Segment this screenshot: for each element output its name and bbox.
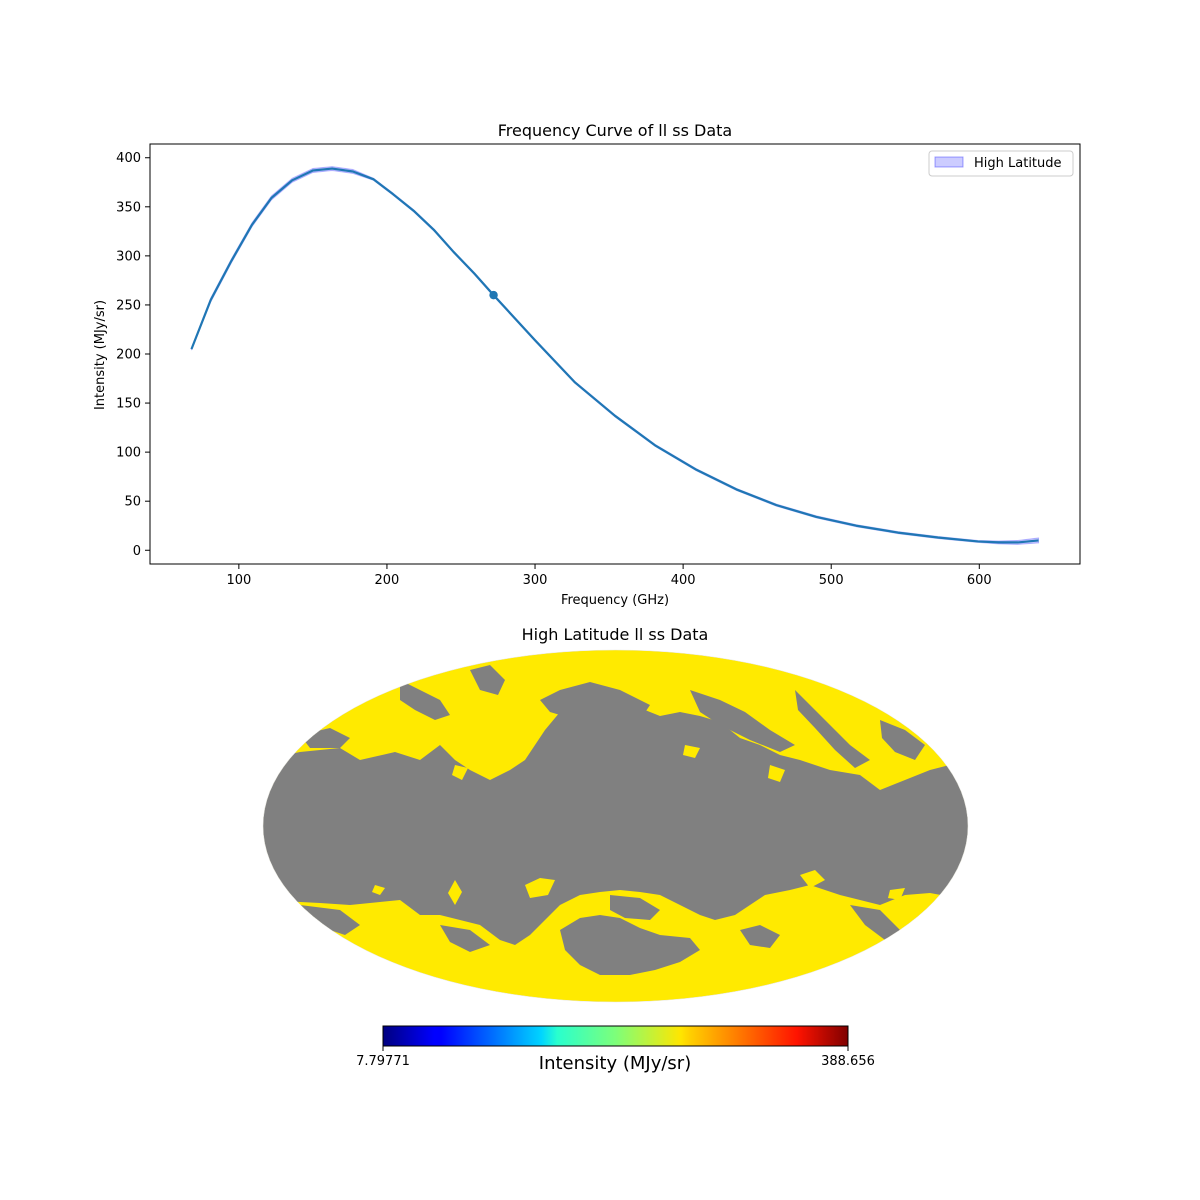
y-tick-label: 150 xyxy=(116,397,141,412)
data-region xyxy=(448,880,462,905)
y-tick-label: 350 xyxy=(116,200,141,215)
y-tick-label: 200 xyxy=(116,348,141,363)
sky-map xyxy=(263,650,968,1002)
confidence-band xyxy=(190,166,1040,545)
legend-box xyxy=(928,150,1074,177)
y-tick-label: 300 xyxy=(116,249,141,264)
x-tick-label: 400 xyxy=(671,573,696,588)
data-region xyxy=(888,888,905,900)
x-tick-label: 600 xyxy=(967,573,992,588)
chart-title: Frequency Curve of ll ss Data xyxy=(498,121,732,140)
colorbar-label: Intensity (MJy/sr) xyxy=(539,1053,691,1074)
masked-region xyxy=(740,925,780,948)
plot-frame xyxy=(149,143,1081,565)
frequency-curve-chart: Frequency Curve of ll ss Data 100 200 300 4… xyxy=(93,121,1081,608)
data-region xyxy=(525,878,555,898)
masked-region xyxy=(540,682,650,722)
x-tick-label: 200 xyxy=(375,573,400,588)
data-region xyxy=(372,885,385,895)
map-title: High Latitude ll ss Data xyxy=(522,625,709,644)
data-region xyxy=(768,765,785,782)
masked-region xyxy=(400,680,450,720)
plot-area xyxy=(190,166,1040,545)
data-region xyxy=(452,765,468,780)
legend-swatch xyxy=(934,156,964,168)
y-tick-label: 50 xyxy=(124,495,141,510)
data-region xyxy=(683,745,700,758)
masked-region xyxy=(470,665,505,695)
series-line xyxy=(190,167,1039,544)
masked-region xyxy=(610,895,660,920)
legend-label: High Latitude xyxy=(974,156,1062,171)
masked-region xyxy=(880,720,925,760)
masked-region xyxy=(263,690,968,945)
masked-region xyxy=(690,690,795,752)
y-tick-label: 100 xyxy=(116,446,141,461)
data-region xyxy=(800,870,825,888)
x-axis: 100 200 300 400 500 600 xyxy=(226,564,992,588)
colorbar-gradient xyxy=(382,1025,849,1047)
colorbar-max-label: 388.656 xyxy=(821,1054,875,1069)
y-tick-label: 400 xyxy=(116,151,141,166)
y-axis: 0 50 100 150 200 250 300 350 400 xyxy=(116,151,150,559)
colorbar-min-label: 7.79771 xyxy=(356,1054,410,1069)
map-outline xyxy=(262,649,969,1003)
y-axis-label: Intensity (MJy/sr) xyxy=(93,300,108,410)
masked-region xyxy=(300,905,360,935)
masked-region xyxy=(440,925,490,952)
masked-region xyxy=(560,915,700,975)
x-tick-label: 300 xyxy=(523,573,548,588)
colorbar: 7.79771 388.656 Intensity (MJy/sr) xyxy=(356,1025,875,1074)
x-tick-label: 500 xyxy=(819,573,844,588)
y-tick-label: 0 xyxy=(133,544,141,559)
x-tick-label: 100 xyxy=(226,573,251,588)
mollweide-map: High Latitude ll ss Data xyxy=(262,625,969,1003)
masked-region xyxy=(795,690,870,768)
legend: High Latitude xyxy=(928,150,1074,177)
y-tick-label: 250 xyxy=(116,298,141,313)
masked-region xyxy=(850,905,900,940)
x-axis-label: Frequency (GHz) xyxy=(561,593,669,608)
highlight-marker xyxy=(489,290,498,300)
